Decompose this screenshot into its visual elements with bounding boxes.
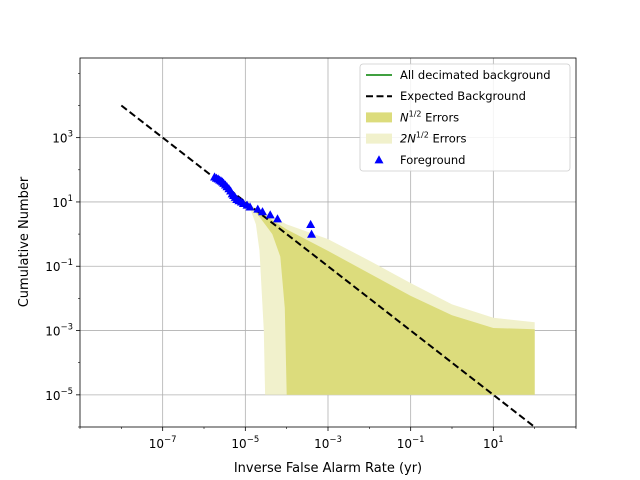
y-tick-label: 101 bbox=[52, 194, 73, 210]
legend-label: 2N1/2 Errors bbox=[400, 131, 466, 146]
y-tick-label: 103 bbox=[52, 130, 73, 146]
legend-label: Expected Background bbox=[400, 89, 526, 103]
foreground-marker bbox=[272, 214, 282, 223]
x-axis-label: Inverse False Alarm Rate (yr) bbox=[234, 461, 422, 476]
error-band-1sigma bbox=[248, 205, 535, 395]
foreground-marker bbox=[245, 202, 255, 211]
x-tick-label: 10−7 bbox=[149, 435, 177, 451]
legend-label: Foreground bbox=[400, 153, 465, 167]
legend: All decimated background Expected Backgro… bbox=[359, 63, 571, 172]
data-layer bbox=[120, 104, 536, 427]
legend-box bbox=[359, 63, 571, 172]
legend-label: N1/2 Errors bbox=[400, 109, 459, 124]
expected-background-line bbox=[120, 104, 536, 427]
foreground-marker bbox=[265, 210, 275, 219]
legend-handle-band bbox=[366, 133, 392, 144]
y-tick-label: 10−5 bbox=[45, 387, 73, 403]
legend-handle-band bbox=[366, 112, 392, 123]
y-tick-label: 10−1 bbox=[45, 258, 73, 274]
foreground-marker bbox=[307, 229, 317, 238]
foreground-marker bbox=[253, 204, 263, 213]
x-tick-label: 101 bbox=[483, 435, 504, 451]
ticks: 10−7 10−5 10−3 10−1 101 10−5 10−3 10−1 101 103 bbox=[45, 73, 577, 451]
y-tick-label: 10−3 bbox=[45, 323, 73, 339]
foreground-marker bbox=[306, 219, 316, 229]
foreground-marker bbox=[257, 207, 267, 216]
legend-handle-foreground bbox=[374, 155, 384, 164]
y-axis-label: Cumulative Number bbox=[17, 176, 32, 307]
legend-label: All decimated background bbox=[400, 68, 551, 82]
x-tick-label: 10−1 bbox=[397, 435, 425, 451]
x-tick-label: 10−3 bbox=[314, 435, 342, 451]
x-tick-label: 10−5 bbox=[231, 435, 259, 451]
